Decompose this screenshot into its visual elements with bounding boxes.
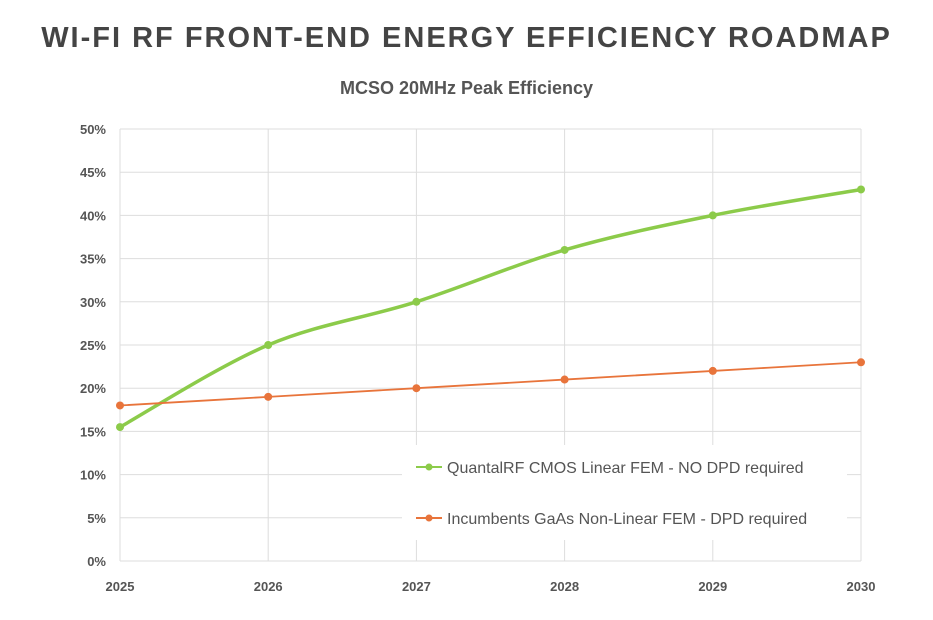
y-tick-label: 0% [87,554,106,569]
data-point [708,366,717,375]
legend-marker [425,514,433,522]
legend: QuantalRF CMOS Linear FEM - NO DPD requi… [402,445,847,540]
y-tick-label: 30% [80,295,106,310]
y-tick-label: 10% [80,468,106,483]
data-point [560,245,569,254]
y-tick-label: 20% [80,381,106,396]
chart-title: WI-FI RF FRONT-END ENERGY EFFICIENCY ROA… [41,22,892,54]
data-point [412,297,421,306]
chart-subtitle: MCSO 20MHz Peak Efficiency [339,78,594,98]
y-tick-label: 50% [80,122,106,137]
x-tick-label: 2030 [847,579,876,594]
series-line [119,187,862,429]
legend-box [402,445,847,540]
y-tick-label: 25% [80,338,106,353]
data-point [857,185,865,194]
x-tick-label: 2025 [106,579,135,594]
x-tick-label: 2028 [550,579,579,594]
x-tick-label: 2026 [254,579,283,594]
data-point [116,401,124,410]
y-tick-label: 15% [80,424,106,439]
x-tick-label: 2027 [402,579,431,594]
data-point [116,423,124,432]
legend-label: Incumbents GaAs Non-Linear FEM - DPD req… [447,511,807,528]
y-tick-label: 35% [80,252,106,267]
series-line [119,361,862,407]
data-point [708,211,717,220]
data-point [264,392,273,401]
data-point [560,375,569,384]
y-tick-label: 5% [87,511,106,526]
data-point [857,358,865,367]
data-point [412,384,421,393]
y-tick-label: 45% [80,165,106,180]
y-tick-label: 40% [80,208,106,223]
x-tick-label: 2029 [698,579,727,594]
data-point [264,341,273,349]
legend-label: QuantalRF CMOS Linear FEM - NO DPD requi… [447,460,804,477]
legend-marker [425,463,433,471]
